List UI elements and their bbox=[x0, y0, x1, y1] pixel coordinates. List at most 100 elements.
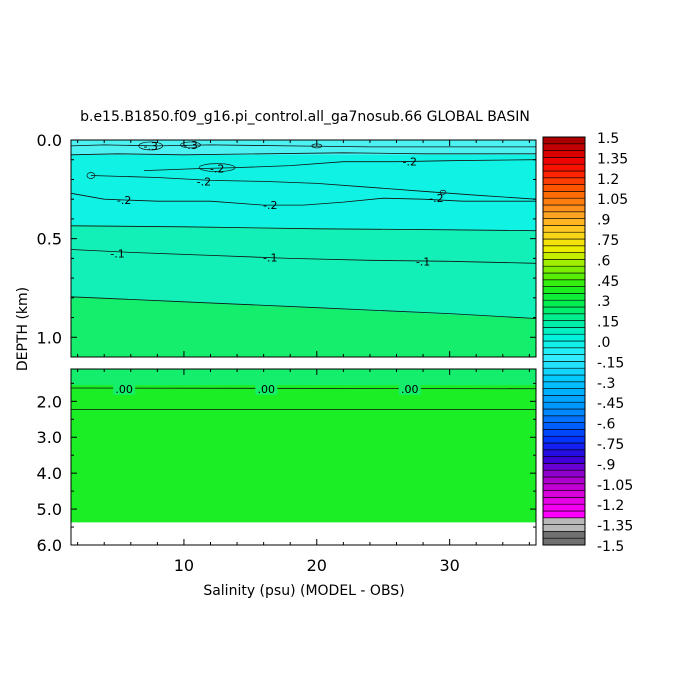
contour-line bbox=[70, 296, 537, 319]
colorbar-swatch bbox=[542, 272, 586, 281]
colorbar-swatch bbox=[542, 442, 586, 451]
colorbar-label: -1.35 bbox=[597, 519, 633, 535]
contour-line bbox=[70, 152, 536, 156]
contour-loop bbox=[138, 141, 164, 151]
colorbar-label: 1.5 bbox=[597, 131, 619, 147]
colorbar-swatch bbox=[542, 163, 586, 172]
colorbar-swatch bbox=[542, 286, 586, 294]
colorbar-label: -.9 bbox=[597, 457, 615, 473]
colorbar-swatch bbox=[542, 218, 586, 226]
x-tick-label: 30 bbox=[439, 556, 459, 575]
colorbar-swatch bbox=[542, 354, 586, 362]
y-axis-label: DEPTH (km) bbox=[15, 287, 31, 371]
colorbar-label: -.75 bbox=[597, 437, 624, 453]
y-tick-label: 0.5 bbox=[37, 230, 62, 249]
colorbar-swatch bbox=[542, 299, 586, 308]
colorbar-swatch bbox=[542, 252, 586, 260]
colorbar-label: -1.2 bbox=[597, 498, 624, 514]
lower-frame bbox=[70, 368, 537, 546]
colorbar-swatch bbox=[542, 429, 586, 437]
contour-loop bbox=[439, 189, 447, 195]
colorbar-swatch bbox=[542, 347, 586, 355]
colorbar-swatch bbox=[542, 231, 586, 240]
colorbar-swatch bbox=[542, 136, 586, 145]
colorbar-swatch bbox=[542, 320, 586, 328]
colorbar-label: 1.35 bbox=[597, 151, 628, 167]
lower-panel: .00 .00 .00 2.0 3.0 4.0 5.0 6.0 10 20 30 bbox=[37, 368, 537, 575]
abyss-fill bbox=[71, 369, 536, 523]
contour-line bbox=[144, 159, 537, 171]
colorbar-swatch bbox=[542, 170, 586, 179]
x-axis-label: Salinity (psu) (MODEL - OBS) bbox=[203, 583, 404, 599]
colorbar-swatch bbox=[542, 333, 586, 342]
deep-band bbox=[71, 296, 536, 357]
y-tick-label: 2.0 bbox=[37, 392, 62, 411]
contour-label: -.2 bbox=[210, 163, 224, 176]
colorbar-swatch bbox=[542, 150, 586, 158]
upper-panel: -.3 -.3-.2-.2-.2-.2 -.2-.2-.1 -.1 -.10.00.51… bbox=[37, 131, 537, 358]
colorbar-label: .0 bbox=[597, 335, 610, 351]
contour-label: -.1 bbox=[416, 255, 430, 268]
colorbar-swatch bbox=[542, 340, 586, 349]
colorbar-frame bbox=[542, 136, 586, 546]
colorbar-swatch bbox=[542, 313, 586, 321]
colorbar-swatch bbox=[542, 191, 586, 199]
y-tick-label: 3.0 bbox=[37, 428, 62, 447]
contour-label-bg bbox=[398, 382, 421, 395]
colorbar-swatch bbox=[542, 157, 586, 165]
colorbar-swatch bbox=[542, 293, 586, 301]
colorbar-label: -.45 bbox=[597, 396, 624, 412]
contour-label: -.1 bbox=[263, 251, 277, 264]
colorbar-swatch bbox=[542, 490, 586, 498]
y-tick-label: 0.0 bbox=[37, 131, 62, 150]
colorbar-label: .45 bbox=[597, 274, 619, 290]
contour-label: .00 bbox=[258, 383, 276, 396]
colorbar-swatch bbox=[542, 483, 586, 491]
colorbar-swatch bbox=[542, 463, 586, 471]
contour-loop bbox=[180, 141, 201, 149]
contour-label: -.3 bbox=[143, 140, 157, 153]
colorbar-swatch bbox=[542, 401, 586, 410]
contour-loop bbox=[86, 172, 96, 179]
contour-label: -.2 bbox=[197, 175, 211, 188]
colorbar-swatch bbox=[542, 388, 586, 396]
colorbar-swatch bbox=[542, 225, 586, 233]
colorbar-swatch bbox=[542, 265, 586, 274]
contour-label: -.2 bbox=[117, 194, 131, 207]
colorbar-swatch bbox=[542, 395, 586, 403]
colorbar-swatch bbox=[542, 211, 586, 219]
contour-label-bg bbox=[113, 382, 136, 395]
colorbar-swatch bbox=[542, 449, 586, 457]
colorbar-swatch bbox=[542, 524, 586, 532]
contour-line bbox=[70, 387, 537, 390]
colorbar-label: .3 bbox=[597, 294, 610, 310]
colorbar-swatch bbox=[542, 361, 586, 369]
contour-label: -.3 bbox=[183, 139, 197, 152]
contour-label: -.2 bbox=[263, 199, 277, 212]
colorbar-swatch bbox=[542, 374, 586, 383]
colorbar-label: .15 bbox=[597, 315, 619, 331]
colorbar-swatch bbox=[542, 510, 586, 519]
contour-label: -.2 bbox=[403, 156, 417, 169]
colorbar-label: -.15 bbox=[597, 355, 624, 371]
colorbar-swatch bbox=[542, 497, 586, 505]
colorbar-swatch bbox=[542, 259, 586, 267]
colorbar-swatch bbox=[542, 415, 586, 423]
contour-label: -.2 bbox=[429, 192, 443, 205]
contour-line bbox=[90, 175, 537, 200]
colorbar-swatch bbox=[542, 143, 586, 151]
colorbar-swatch bbox=[542, 422, 586, 430]
colorbar-swatch bbox=[542, 197, 586, 206]
colorbar-swatch bbox=[542, 531, 586, 539]
colorbar-swatch bbox=[542, 279, 586, 287]
colorbar-label: .75 bbox=[597, 233, 619, 249]
colorbar-swatch bbox=[542, 306, 586, 315]
contour-line bbox=[70, 192, 536, 206]
colorbar-swatch bbox=[542, 435, 586, 444]
y-tick-label: 6.0 bbox=[37, 536, 62, 555]
contour-label-bg bbox=[255, 382, 278, 395]
x-tick-label: 10 bbox=[174, 556, 194, 575]
chart-title: b.e15.B1850.f09_g16.pi_control.all_ga7no… bbox=[80, 109, 530, 125]
colorbar-swatch bbox=[542, 204, 586, 213]
colorbar-label: -.3 bbox=[597, 376, 615, 392]
